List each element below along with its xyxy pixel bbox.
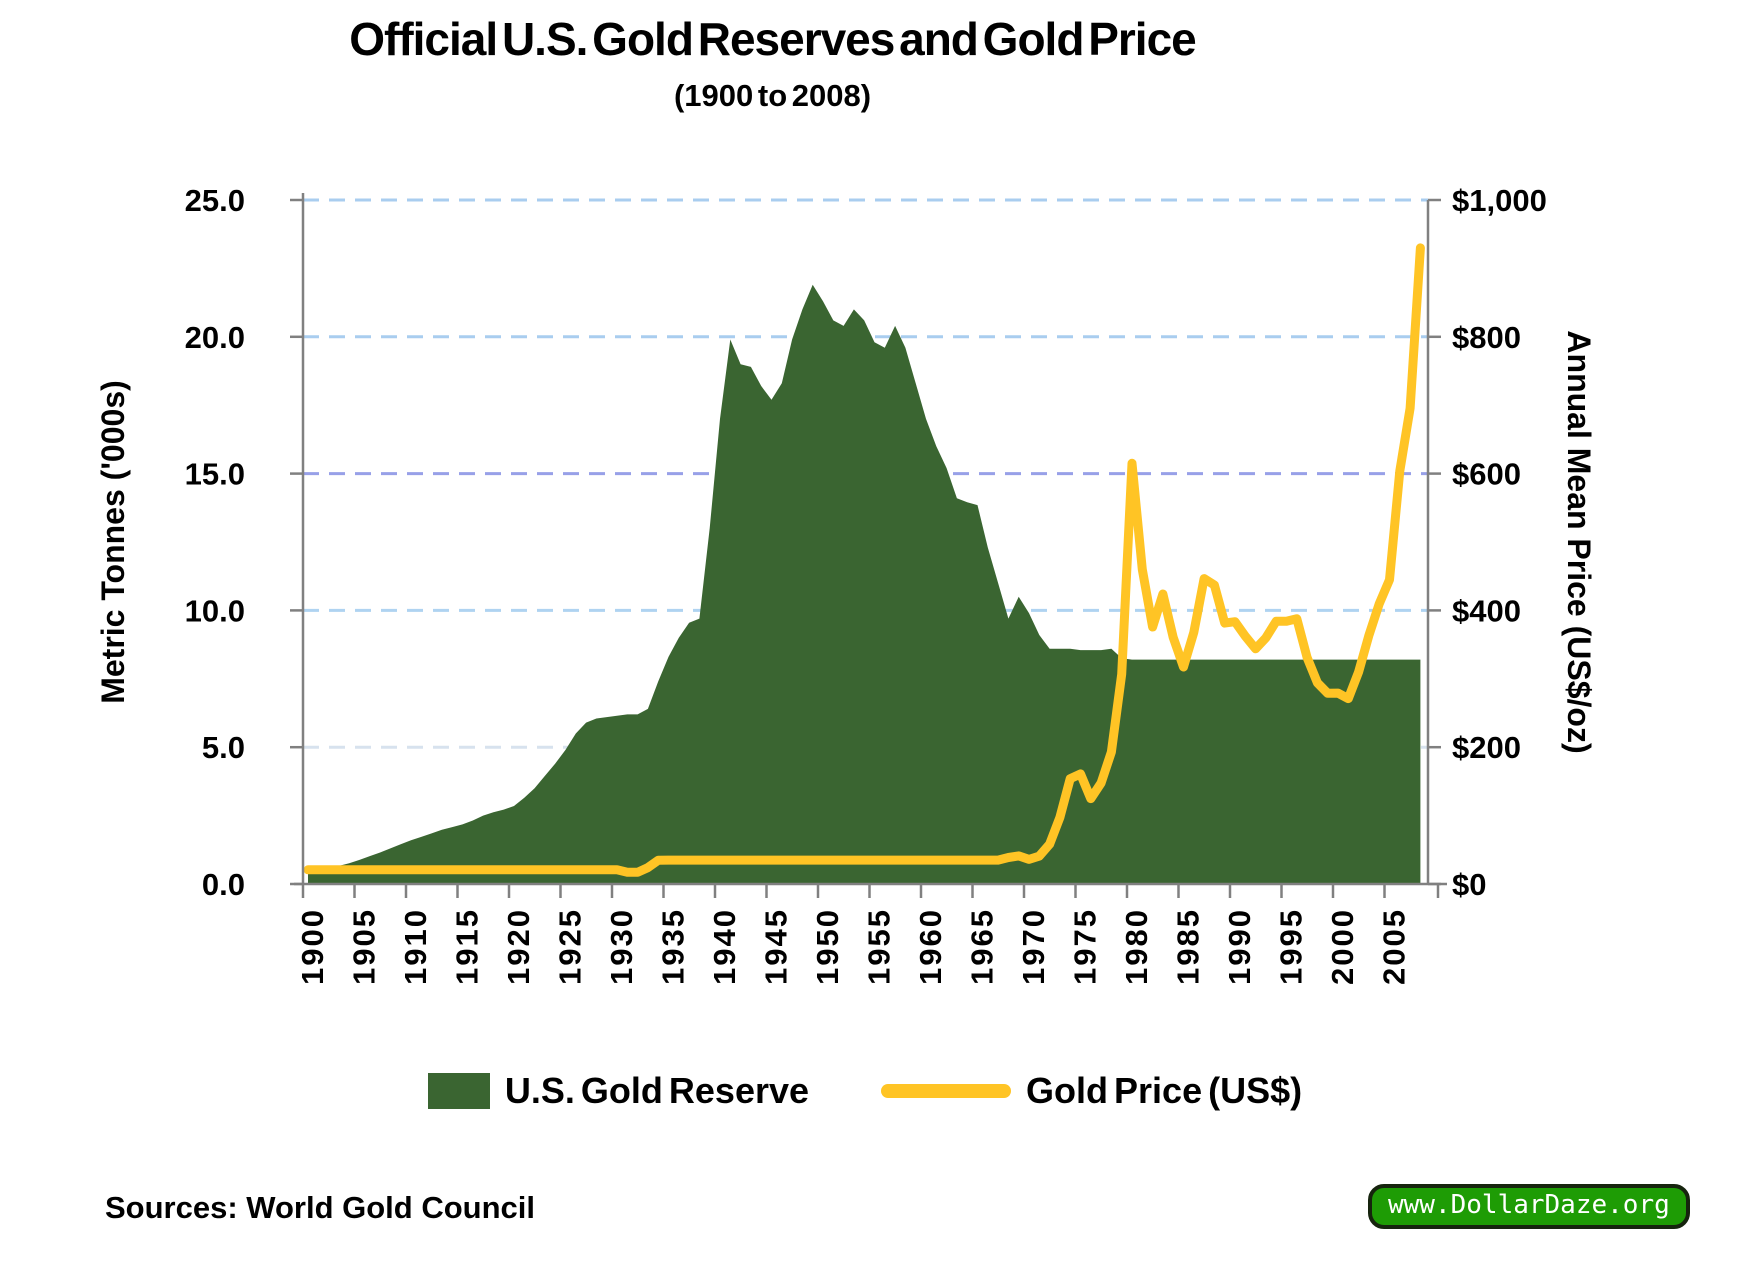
left-tick-label: 0.0 — [202, 867, 245, 902]
chart-subtitle: (1900 to 2008) — [673, 78, 872, 113]
right-tick-label: $600 — [1452, 457, 1521, 492]
x-tick-label: 2000 — [1325, 908, 1360, 985]
right-axis-title: Annual Mean Price (US$/oz) — [1561, 330, 1597, 753]
left-tick-label: 25.0 — [185, 183, 245, 218]
x-tick-label: 1960 — [913, 908, 948, 985]
legend-item-price: Gold Price (US$) — [881, 1070, 1302, 1112]
right-tick-label: $1,000 — [1452, 183, 1547, 218]
x-tick-label: 1990 — [1222, 908, 1257, 985]
x-tick-label: 1920 — [501, 908, 536, 985]
x-tick-label: 1940 — [707, 908, 742, 985]
chart-title: Official U.S. Gold Reserves and Gold Pri… — [349, 13, 1197, 65]
left-tick-label: 5.0 — [202, 730, 245, 765]
x-tick-label: 1910 — [398, 908, 433, 985]
x-tick-label: 1905 — [347, 908, 382, 985]
gold-price-line — [303, 243, 1425, 877]
legend-label-price: Gold Price (US$) — [1026, 1070, 1303, 1111]
right-tick-label: $400 — [1452, 593, 1521, 628]
x-tick-label: 2005 — [1377, 908, 1412, 985]
x-tick-label: 1900 — [295, 908, 330, 985]
x-tick-label: 1915 — [450, 908, 485, 985]
x-tick-label: 1935 — [656, 908, 691, 985]
x-tick-label: 1980 — [1119, 908, 1154, 985]
legend-item-reserve: U.S. Gold Reserve — [427, 1070, 810, 1112]
x-tick-label: 1955 — [862, 908, 897, 985]
x-tick-label: 1930 — [604, 908, 639, 985]
sources-note: Sources: World Gold Council — [105, 1190, 536, 1225]
left-tick-label: 15.0 — [185, 457, 245, 492]
legend-swatch-reserve — [427, 1073, 490, 1109]
right-tick-label: $800 — [1452, 320, 1521, 355]
x-tick-label: 1950 — [810, 908, 845, 985]
x-tick-label: 1965 — [965, 908, 1000, 985]
legend: U.S. Gold Reserve Gold Price (US$) — [300, 1070, 1430, 1112]
x-tick-label: 1925 — [553, 908, 588, 985]
x-tick-label: 1945 — [759, 908, 794, 985]
x-tick-label: 1975 — [1068, 908, 1103, 985]
right-tick-label: $200 — [1452, 730, 1521, 765]
us-gold-reserve-area — [308, 284, 1421, 884]
right-tick-label: $0 — [1452, 867, 1486, 902]
dollardaze-badge[interactable]: www.DollarDaze.org — [1368, 1184, 1690, 1229]
left-axis-title: Metric Tonnes ('000s) — [95, 380, 131, 704]
x-tick-label: 1970 — [1016, 908, 1051, 985]
legend-label-reserve: U.S. Gold Reserve — [504, 1070, 810, 1111]
left-tick-label: 10.0 — [185, 593, 245, 628]
x-tick-label: 1995 — [1274, 908, 1309, 985]
legend-swatch-price — [881, 1084, 1012, 1098]
left-tick-label: 20.0 — [185, 320, 245, 355]
x-tick-label: 1985 — [1171, 908, 1206, 985]
